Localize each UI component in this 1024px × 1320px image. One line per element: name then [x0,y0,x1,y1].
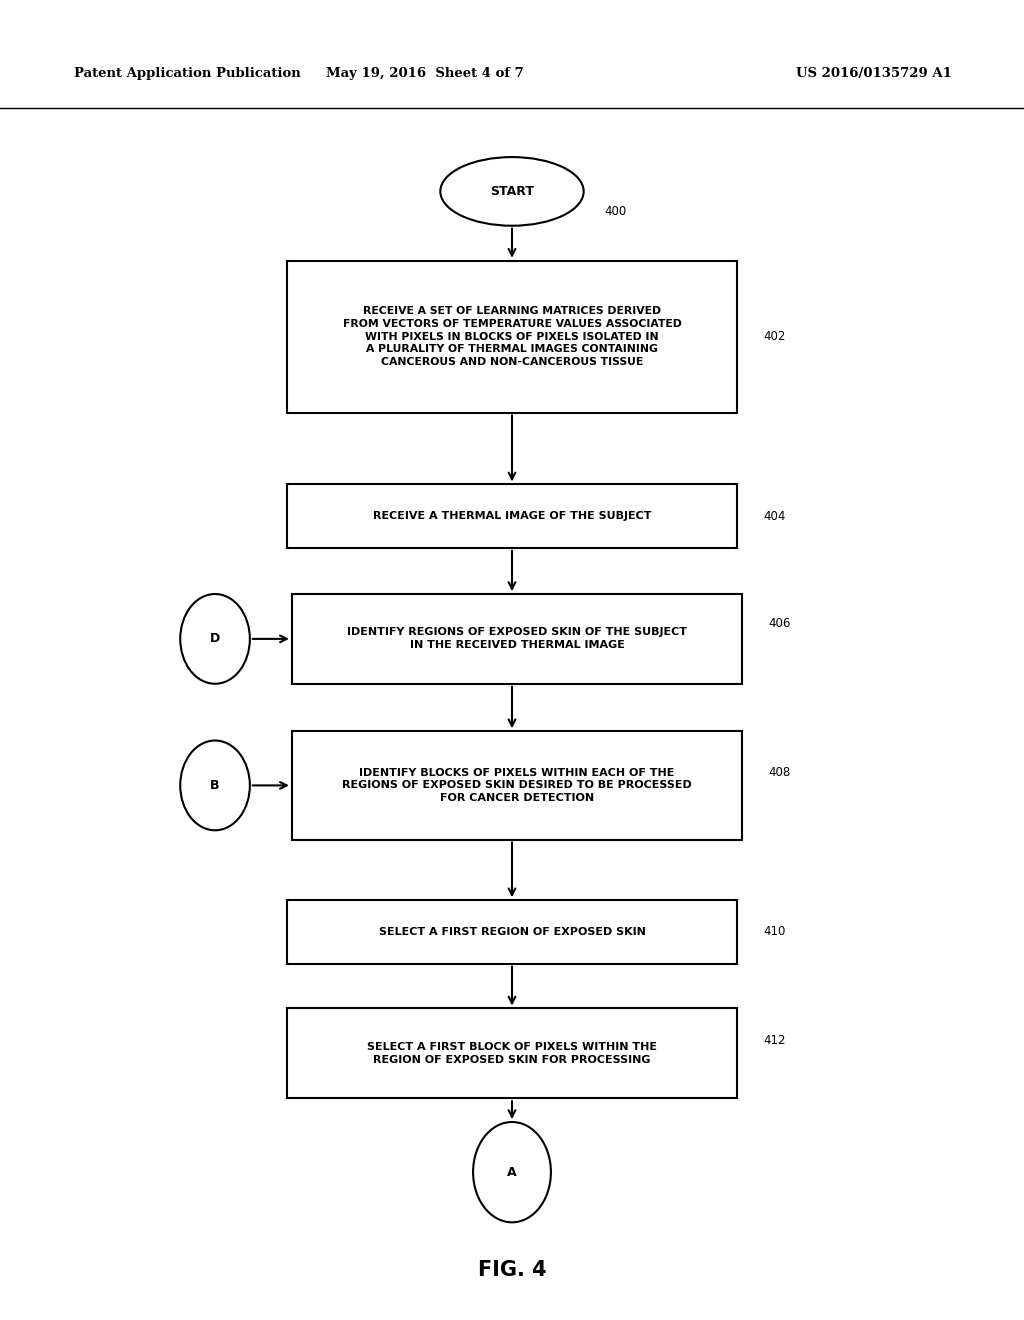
Text: May 19, 2016  Sheet 4 of 7: May 19, 2016 Sheet 4 of 7 [326,67,524,81]
Text: FIG. 4: FIG. 4 [477,1259,547,1280]
Text: A: A [507,1166,517,1179]
Text: IDENTIFY REGIONS OF EXPOSED SKIN OF THE SUBJECT
IN THE RECEIVED THERMAL IMAGE: IDENTIFY REGIONS OF EXPOSED SKIN OF THE … [347,627,687,651]
Bar [292,594,742,684]
Text: 404: 404 [763,510,785,523]
Text: 406: 406 [768,616,791,630]
Text: RECEIVE A THERMAL IMAGE OF THE SUBJECT: RECEIVE A THERMAL IMAGE OF THE SUBJECT [373,511,651,521]
Bar [287,261,737,412]
Bar [287,484,737,548]
Text: 412: 412 [763,1034,785,1047]
Bar [287,1008,737,1098]
Text: 408: 408 [768,766,791,779]
Circle shape [180,594,250,684]
Text: B: B [210,779,220,792]
Text: 410: 410 [763,925,785,939]
Text: START: START [490,185,534,198]
Bar [292,731,742,840]
Text: IDENTIFY BLOCKS OF PIXELS WITHIN EACH OF THE
REGIONS OF EXPOSED SKIN DESIRED TO : IDENTIFY BLOCKS OF PIXELS WITHIN EACH OF… [342,768,692,803]
Text: SELECT A FIRST BLOCK OF PIXELS WITHIN THE
REGION OF EXPOSED SKIN FOR PROCESSING: SELECT A FIRST BLOCK OF PIXELS WITHIN TH… [367,1041,657,1065]
Text: SELECT A FIRST REGION OF EXPOSED SKIN: SELECT A FIRST REGION OF EXPOSED SKIN [379,927,645,937]
Text: Patent Application Publication: Patent Application Publication [74,67,300,81]
Text: US 2016/0135729 A1: US 2016/0135729 A1 [797,67,952,81]
Text: D: D [210,632,220,645]
Text: RECEIVE A SET OF LEARNING MATRICES DERIVED
FROM VECTORS OF TEMPERATURE VALUES AS: RECEIVE A SET OF LEARNING MATRICES DERIV… [343,306,681,367]
Bar [287,900,737,964]
Ellipse shape [440,157,584,226]
Circle shape [180,741,250,830]
Text: 402: 402 [763,330,785,343]
Circle shape [473,1122,551,1222]
Text: 400: 400 [604,205,627,218]
